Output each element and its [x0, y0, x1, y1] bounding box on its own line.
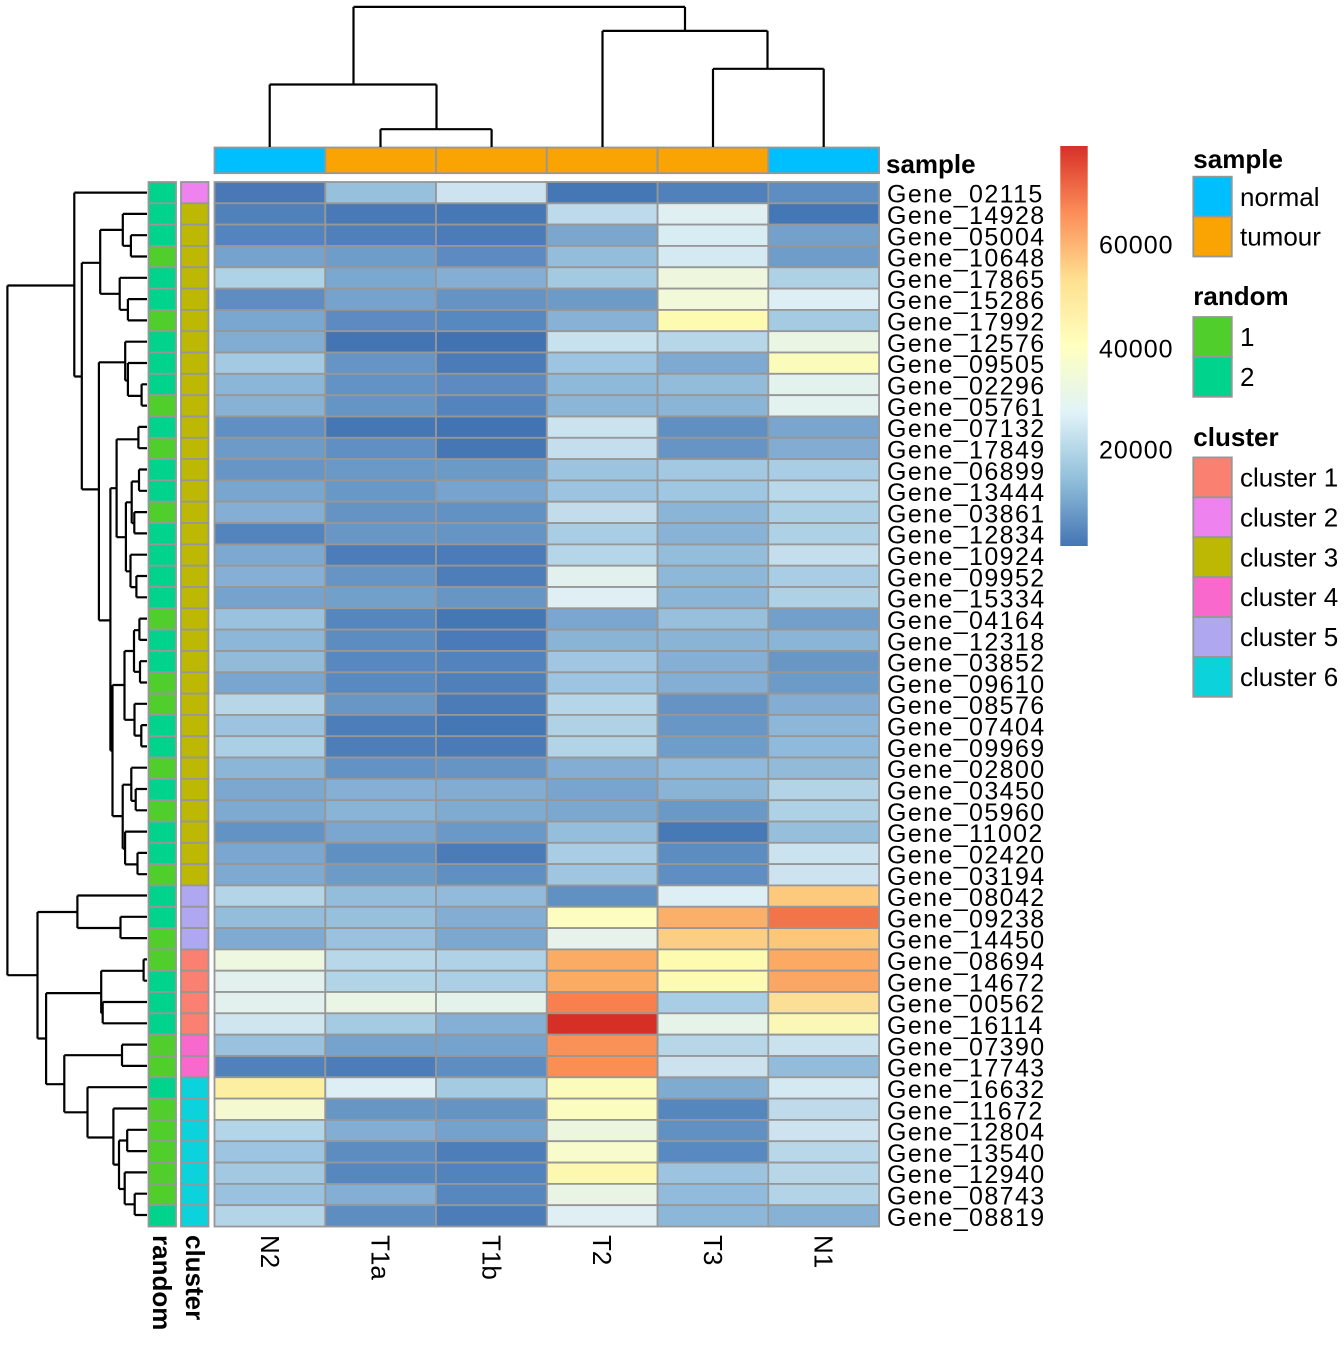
svg-text:T2: T2 [587, 1235, 617, 1265]
svg-text:cluster 2: cluster 2 [1240, 503, 1338, 533]
svg-text:Gene_14450: Gene_14450 [887, 927, 1046, 955]
svg-text:Gene_09610: Gene_09610 [887, 671, 1046, 699]
svg-text:sample: sample [1193, 144, 1283, 174]
svg-text:cluster 4: cluster 4 [1240, 582, 1338, 612]
svg-text:Gene_07132: Gene_07132 [887, 415, 1046, 443]
svg-text:Gene_17865: Gene_17865 [887, 266, 1046, 294]
svg-text:Gene_07404: Gene_07404 [887, 714, 1046, 742]
svg-text:cluster: cluster [1193, 422, 1278, 452]
svg-text:Gene_10924: Gene_10924 [887, 543, 1046, 571]
svg-text:Gene_03861: Gene_03861 [887, 500, 1046, 528]
svg-text:1: 1 [1240, 322, 1254, 352]
svg-text:Gene_14928: Gene_14928 [887, 202, 1046, 230]
svg-text:Gene_04164: Gene_04164 [887, 607, 1046, 635]
svg-text:Gene_12318: Gene_12318 [887, 628, 1046, 656]
svg-text:Gene_08694: Gene_08694 [887, 948, 1046, 976]
svg-text:cluster 1: cluster 1 [1240, 463, 1338, 493]
svg-text:random: random [147, 1235, 177, 1330]
svg-text:Gene_08576: Gene_08576 [887, 692, 1046, 720]
svg-text:Gene_12576: Gene_12576 [887, 330, 1046, 358]
svg-text:cluster: cluster [180, 1235, 210, 1320]
svg-text:Gene_12804: Gene_12804 [887, 1119, 1046, 1147]
svg-text:2: 2 [1240, 362, 1254, 392]
svg-text:Gene_16632: Gene_16632 [887, 1076, 1046, 1104]
svg-text:Gene_13540: Gene_13540 [887, 1140, 1046, 1168]
svg-text:T1a: T1a [366, 1235, 396, 1280]
svg-text:Gene_08743: Gene_08743 [887, 1183, 1046, 1211]
svg-text:Gene_15334: Gene_15334 [887, 586, 1046, 614]
svg-text:N1: N1 [809, 1235, 839, 1268]
svg-text:Gene_08042: Gene_08042 [887, 884, 1046, 912]
svg-text:cluster 5: cluster 5 [1240, 622, 1338, 652]
svg-text:40000: 40000 [1099, 335, 1174, 363]
svg-text:Gene_05004: Gene_05004 [887, 223, 1046, 251]
svg-text:Gene_12940: Gene_12940 [887, 1161, 1046, 1189]
svg-text:20000: 20000 [1099, 437, 1174, 465]
svg-text:cluster 3: cluster 3 [1240, 542, 1338, 572]
svg-text:Gene_11002: Gene_11002 [887, 820, 1044, 848]
svg-text:Gene_03450: Gene_03450 [887, 778, 1046, 806]
svg-text:Gene_02296: Gene_02296 [887, 373, 1046, 401]
svg-text:Gene_17849: Gene_17849 [887, 437, 1046, 465]
svg-text:Gene_09952: Gene_09952 [887, 564, 1046, 592]
svg-text:Gene_07390: Gene_07390 [887, 1033, 1046, 1061]
svg-text:T1b: T1b [476, 1235, 506, 1280]
svg-text:Gene_05960: Gene_05960 [887, 799, 1046, 827]
svg-text:normal: normal [1240, 182, 1319, 212]
svg-text:Gene_03194: Gene_03194 [887, 863, 1046, 891]
svg-text:Gene_09238: Gene_09238 [887, 905, 1046, 933]
svg-text:Gene_00562: Gene_00562 [887, 991, 1046, 1019]
svg-text:N2: N2 [255, 1235, 285, 1268]
svg-text:Gene_10648: Gene_10648 [887, 245, 1046, 273]
svg-text:cluster 6: cluster 6 [1240, 662, 1338, 692]
svg-text:T3: T3 [698, 1235, 728, 1265]
svg-text:random: random [1193, 281, 1288, 311]
svg-text:Gene_13444: Gene_13444 [887, 479, 1046, 507]
svg-text:Gene_09969: Gene_09969 [887, 735, 1046, 763]
svg-text:Gene_02800: Gene_02800 [887, 756, 1046, 784]
svg-text:Gene_08819: Gene_08819 [887, 1204, 1046, 1232]
svg-text:Gene_02420: Gene_02420 [887, 842, 1046, 870]
svg-text:60000: 60000 [1099, 232, 1174, 260]
svg-text:Gene_14672: Gene_14672 [887, 969, 1046, 997]
svg-text:sample: sample [886, 149, 976, 179]
svg-text:Gene_02115: Gene_02115 [887, 181, 1044, 209]
svg-text:Gene_03852: Gene_03852 [887, 650, 1046, 678]
svg-text:Gene_17743: Gene_17743 [887, 1055, 1046, 1083]
svg-text:Gene_05761: Gene_05761 [887, 394, 1046, 422]
svg-text:Gene_09505: Gene_09505 [887, 351, 1046, 379]
svg-text:Gene_17992: Gene_17992 [887, 309, 1046, 337]
svg-text:Gene_15286: Gene_15286 [887, 287, 1046, 315]
svg-text:Gene_11672: Gene_11672 [887, 1097, 1044, 1125]
svg-text:Gene_16114: Gene_16114 [887, 1012, 1044, 1040]
svg-text:tumour: tumour [1240, 222, 1321, 252]
svg-text:Gene_12834: Gene_12834 [887, 522, 1046, 550]
svg-text:Gene_06899: Gene_06899 [887, 458, 1046, 486]
